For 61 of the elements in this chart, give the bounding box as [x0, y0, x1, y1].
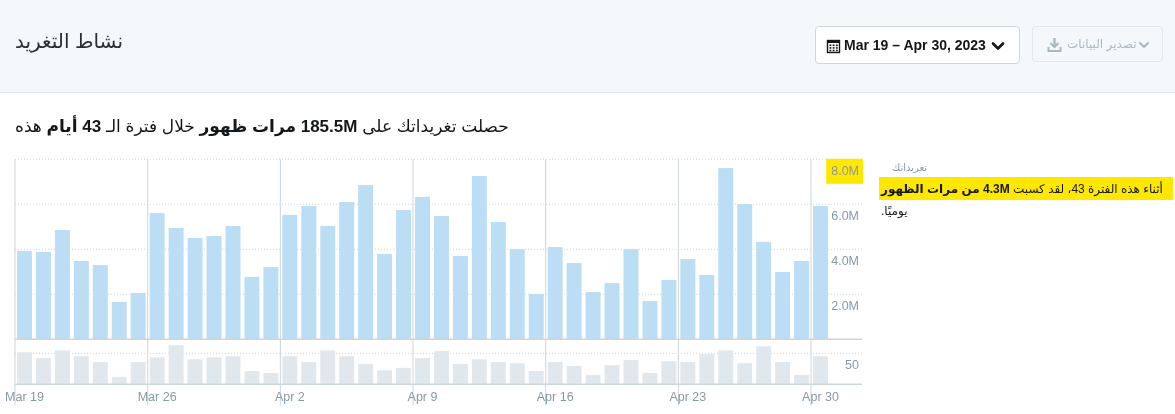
bar [699, 354, 715, 385]
bar [547, 362, 563, 385]
bar [225, 356, 241, 385]
bar [452, 363, 468, 385]
bar [623, 360, 639, 385]
bar [111, 376, 127, 385]
bar [737, 363, 753, 385]
text: Mar 19 – Apr 30, 2023 [844, 36, 986, 55]
bar [301, 362, 317, 385]
bar [718, 350, 734, 385]
bar [680, 362, 696, 385]
bar [396, 367, 412, 385]
x-tick-label: Apr 2 [274, 390, 305, 405]
bar [16, 352, 32, 385]
bar [433, 351, 449, 385]
bar [604, 365, 620, 385]
text: أثناء هذه الفترة 43، لقد كسبت 4.3M من مرات الظهور يوميًا. [881, 180, 1164, 220]
y-tick-label: 4.0M [831, 253, 859, 268]
bar [471, 359, 487, 385]
bar [149, 357, 165, 385]
bar [661, 361, 677, 385]
chart-title: نشاط التغريد [15, 29, 123, 55]
text: تغريداتك [892, 161, 928, 175]
y-tick-label: 6.0M [831, 208, 859, 223]
bar [263, 372, 279, 385]
bar [813, 356, 829, 385]
bar [73, 356, 89, 385]
bar [244, 371, 260, 385]
bar [415, 358, 430, 385]
bar [528, 371, 544, 385]
bar [490, 362, 506, 385]
bar [775, 362, 791, 385]
x-tick-label: Apr 16 [536, 390, 574, 405]
bar [54, 350, 70, 385]
x-tick-label: Apr 9 [407, 390, 438, 405]
bar [92, 362, 108, 385]
bar [642, 372, 658, 385]
bar [358, 363, 374, 385]
y-tick-label: 8.0M [831, 163, 859, 178]
text: 50 [845, 357, 860, 372]
bar [206, 357, 222, 385]
bar [35, 358, 51, 385]
text: تصدير البيانات [1067, 36, 1137, 54]
bar [339, 356, 355, 385]
bar [320, 350, 336, 385]
bar [756, 346, 772, 385]
y-tick-label: 2.0M [831, 298, 859, 313]
x-tick-label: Mar 19 [5, 390, 44, 405]
bar [130, 362, 146, 385]
x-tick-label: Mar 26 [137, 390, 177, 405]
bar [377, 370, 393, 385]
bar [509, 363, 525, 385]
bar [187, 359, 203, 385]
bar [282, 356, 298, 385]
x-tick-label: Apr 30 [802, 390, 839, 405]
x-tick-label: Apr 23 [669, 390, 707, 405]
bar [794, 374, 810, 385]
bar [168, 345, 184, 385]
bar [585, 374, 601, 385]
chart-subtitle: حصلت تغريداتك على 185.5M مرات ظهور خلال فترة الـ 43 أيام هذه [15, 116, 509, 138]
bar [566, 365, 582, 385]
